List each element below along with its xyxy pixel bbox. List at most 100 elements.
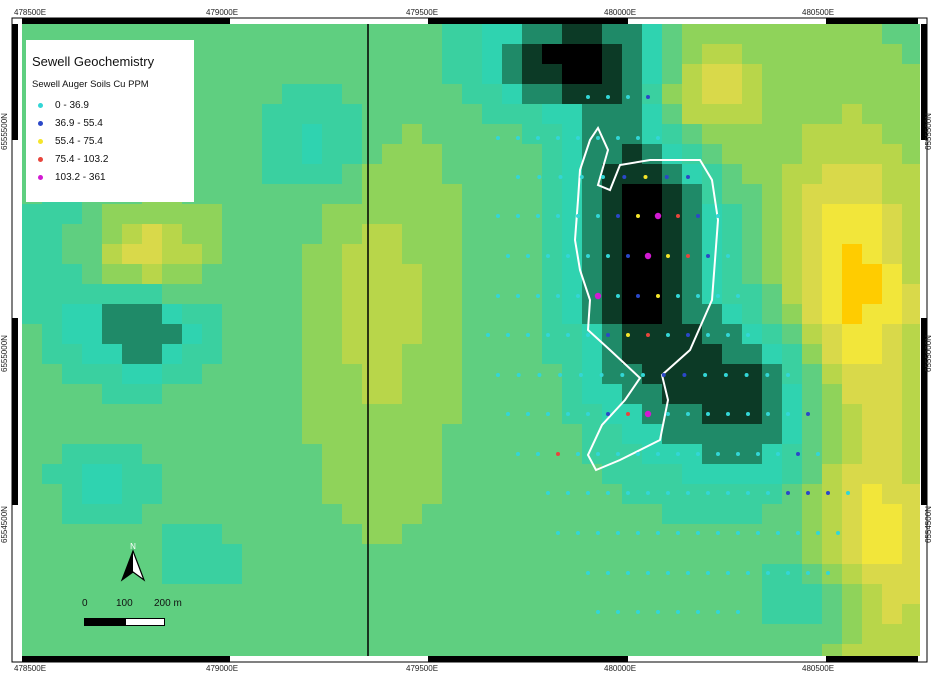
sample-point[interactable] [626, 491, 630, 495]
sample-point[interactable] [556, 452, 560, 456]
sample-point[interactable] [576, 294, 580, 298]
sample-point[interactable] [776, 452, 780, 456]
sample-point[interactable] [636, 531, 640, 535]
sample-point[interactable] [596, 452, 600, 456]
anomaly-outline[interactable] [573, 125, 720, 472]
sample-point[interactable] [636, 294, 640, 298]
sample-point[interactable] [578, 373, 583, 377]
sample-point[interactable] [676, 610, 680, 614]
sample-point[interactable] [696, 452, 700, 456]
sample-point[interactable] [726, 571, 730, 575]
sample-point[interactable] [566, 491, 570, 495]
sample-point[interactable] [586, 571, 590, 575]
sample-point[interactable] [606, 254, 610, 258]
sample-point[interactable] [644, 252, 652, 260]
sample-point[interactable] [656, 610, 660, 614]
sample-point[interactable] [579, 175, 584, 179]
sample-point[interactable] [576, 136, 580, 140]
sample-point[interactable] [723, 373, 728, 377]
sample-point[interactable] [696, 531, 700, 535]
sample-point[interactable] [586, 254, 590, 258]
sample-point[interactable] [601, 175, 605, 179]
sample-point[interactable] [796, 531, 800, 535]
sample-point[interactable] [486, 333, 490, 337]
sample-point[interactable] [796, 452, 800, 456]
sample-point[interactable] [646, 491, 650, 495]
sample-point[interactable] [596, 214, 600, 218]
sample-point[interactable] [716, 452, 720, 456]
sample-point[interactable] [666, 412, 670, 416]
sample-point[interactable] [616, 531, 620, 535]
sample-point[interactable] [606, 491, 610, 495]
sample-point[interactable] [826, 491, 830, 495]
sample-point[interactable] [594, 292, 602, 300]
sample-point[interactable] [506, 412, 510, 416]
sample-point[interactable] [546, 412, 550, 416]
sample-point[interactable] [616, 452, 620, 456]
sample-point[interactable] [756, 531, 760, 535]
sample-point[interactable] [496, 136, 500, 140]
sample-point[interactable] [706, 491, 710, 495]
sample-point[interactable] [765, 373, 770, 377]
sample-point[interactable] [536, 136, 540, 140]
sample-point[interactable] [556, 531, 560, 535]
sample-point[interactable] [626, 412, 630, 416]
sample-point[interactable] [666, 491, 670, 495]
sample-point[interactable] [616, 136, 620, 140]
sample-point[interactable] [686, 175, 690, 179]
sample-point[interactable] [599, 373, 604, 377]
sample-point[interactable] [536, 452, 540, 456]
sample-point[interactable] [536, 294, 540, 298]
sample-point[interactable] [666, 333, 670, 337]
sample-point[interactable] [676, 214, 680, 218]
sample-point[interactable] [516, 214, 520, 218]
sample-point[interactable] [537, 373, 542, 377]
sample-point[interactable] [656, 452, 660, 456]
sample-point[interactable] [696, 610, 700, 614]
sample-point[interactable] [516, 373, 521, 377]
sample-point[interactable] [636, 452, 640, 456]
sample-point[interactable] [496, 214, 500, 218]
sample-point[interactable] [626, 333, 630, 337]
sample-point[interactable] [726, 254, 730, 258]
sample-point[interactable] [526, 412, 530, 416]
sample-point[interactable] [596, 136, 600, 140]
sample-point[interactable] [546, 491, 550, 495]
sample-point[interactable] [606, 571, 610, 575]
sample-point[interactable] [626, 254, 630, 258]
sample-point[interactable] [682, 373, 687, 377]
sample-point[interactable] [826, 571, 830, 575]
sample-point[interactable] [756, 452, 760, 456]
sample-point[interactable] [626, 571, 630, 575]
sample-point[interactable] [726, 491, 730, 495]
sample-point[interactable] [686, 254, 690, 258]
sample-point[interactable] [766, 491, 770, 495]
sample-point[interactable] [736, 531, 740, 535]
sample-point[interactable] [786, 373, 790, 377]
sample-point[interactable] [586, 491, 590, 495]
sample-point[interactable] [566, 333, 570, 337]
sample-point[interactable] [686, 571, 690, 575]
sample-point[interactable] [661, 373, 666, 377]
sample-point[interactable] [786, 412, 790, 416]
sample-point[interactable] [806, 491, 810, 495]
sample-point[interactable] [686, 491, 690, 495]
sample-point[interactable] [676, 452, 680, 456]
sample-point[interactable] [616, 294, 620, 298]
sample-point[interactable] [766, 571, 770, 575]
sample-point[interactable] [556, 136, 560, 140]
sample-point[interactable] [736, 610, 740, 614]
sample-point[interactable] [664, 175, 669, 179]
sample-point[interactable] [706, 333, 710, 337]
sample-point[interactable] [586, 412, 590, 416]
sample-point[interactable] [643, 175, 648, 179]
sample-point[interactable] [836, 531, 840, 535]
sample-point[interactable] [576, 452, 580, 456]
sample-point[interactable] [516, 452, 520, 456]
sample-point[interactable] [576, 214, 580, 218]
sample-point[interactable] [526, 333, 530, 337]
sample-point[interactable] [641, 373, 645, 377]
sample-point[interactable] [546, 333, 550, 337]
sample-point[interactable] [686, 333, 690, 337]
sample-point[interactable] [726, 333, 730, 337]
